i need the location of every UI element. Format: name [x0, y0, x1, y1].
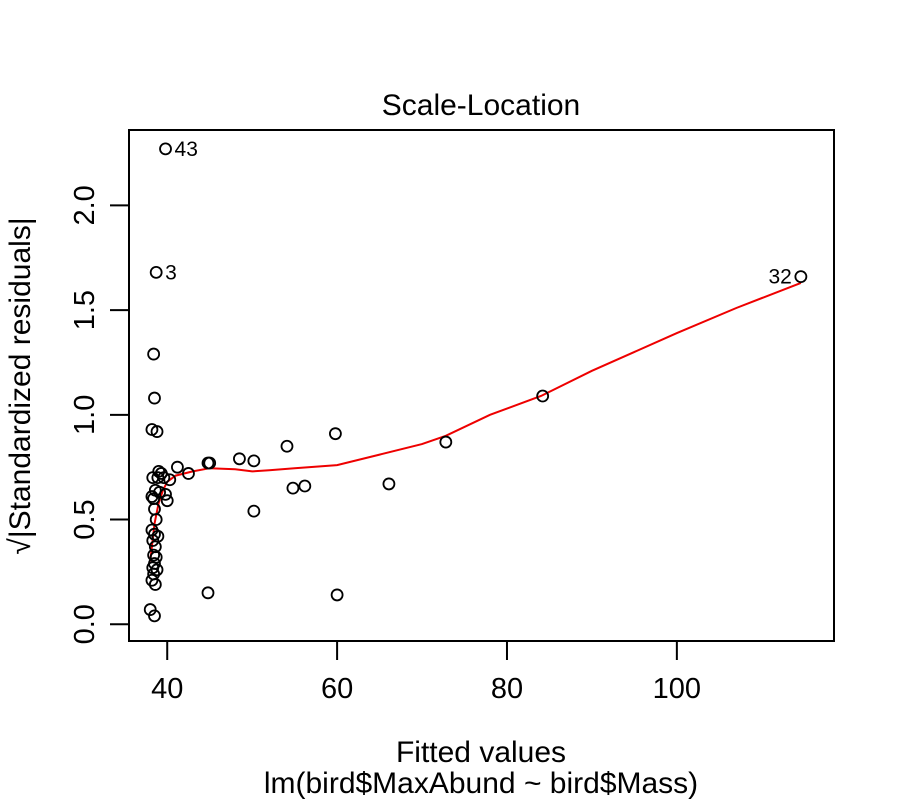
point-label: 32 [769, 266, 792, 289]
data-point [201, 586, 215, 600]
data-point [151, 471, 165, 485]
data-point [148, 609, 161, 623]
data-point [280, 439, 294, 453]
x-axis-sublabel: lm(bird$MaxAbund ~ bird$Mass) [264, 767, 698, 800]
data-point [286, 481, 300, 495]
chart-title: Scale-Location [382, 89, 580, 122]
y-tick-label: 1.5 [69, 290, 101, 330]
data-point [247, 454, 261, 468]
data-point [536, 389, 550, 403]
y-tick-label: 1.0 [69, 395, 101, 435]
data-point [247, 504, 261, 518]
data-point [329, 427, 342, 441]
data-point [171, 460, 184, 474]
data-point [794, 270, 808, 283]
data-point [330, 588, 344, 602]
y-axis: 0.0 0.5 1.0 1.5 2.0 [69, 185, 130, 644]
data-point [182, 467, 195, 480]
y-tick-label: 0.5 [69, 499, 101, 539]
plot-frame [128, 129, 835, 642]
data-point [145, 490, 159, 503]
x-tick-label: 80 [491, 673, 523, 705]
data-point [150, 425, 164, 438]
lowess-smooth-line [149, 281, 802, 562]
data-point [159, 488, 172, 501]
data-point [163, 473, 177, 487]
x-tick-label: 60 [321, 673, 353, 705]
data-point [147, 347, 161, 361]
data-point [382, 477, 396, 491]
x-axis-label: Fitted values [396, 736, 566, 769]
point-label: 43 [175, 138, 198, 161]
data-point [148, 578, 162, 591]
y-tick-label: 0.0 [69, 604, 101, 644]
x-tick-label: 100 [653, 673, 701, 705]
data-point [143, 603, 157, 616]
data-point [157, 471, 171, 485]
data-points [143, 142, 808, 623]
y-axis-label: √|Standardized residuals| [4, 217, 37, 554]
point-annotations: 43 3 32 [165, 138, 792, 289]
point-label: 3 [165, 261, 177, 284]
data-point [149, 513, 163, 526]
data-point [147, 548, 161, 562]
data-point [439, 435, 453, 449]
x-tick-label: 40 [151, 673, 183, 705]
y-tick-label: 2.0 [69, 185, 101, 225]
data-point [298, 479, 312, 493]
data-point [233, 452, 246, 466]
data-point [203, 456, 217, 470]
data-point [160, 494, 174, 508]
data-point [146, 534, 160, 547]
data-point [159, 142, 172, 156]
x-axis: 40 60 80 100 [151, 640, 701, 705]
data-point [148, 391, 161, 405]
data-point [149, 266, 163, 279]
